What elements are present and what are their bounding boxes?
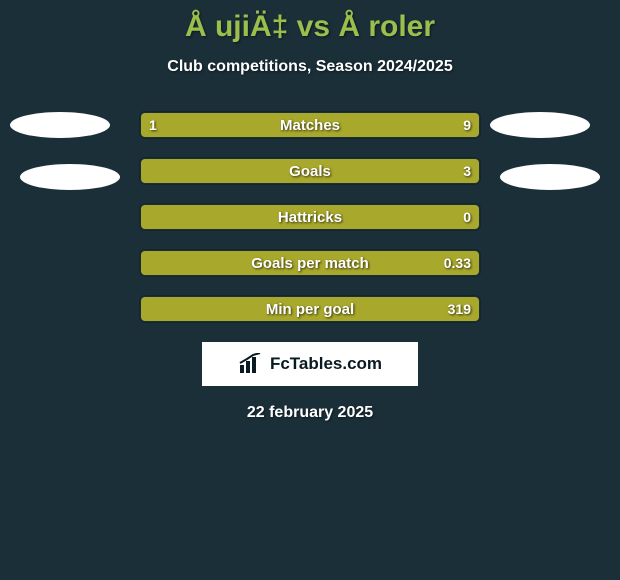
decorative-ellipse <box>20 164 120 190</box>
page-title: Å ujiÄ‡ vs Å roler <box>0 0 620 44</box>
stat-value-right: 0.33 <box>444 251 471 275</box>
stat-label: Hattricks <box>141 205 479 229</box>
stat-row: Matches1 9 <box>140 112 480 138</box>
stat-value-left: 1 <box>149 113 157 137</box>
stat-row: Min per goal319 <box>140 296 480 322</box>
stat-value-right: 9 <box>463 113 471 137</box>
decorative-ellipse <box>490 112 590 138</box>
stat-row: Goals3 <box>140 158 480 184</box>
barchart-icon <box>238 353 264 375</box>
logo-box: FcTables.com <box>202 342 418 386</box>
stat-value-right: 0 <box>463 205 471 229</box>
chart-area: Matches1 9 Goals3 Hattricks0 Goals per match… <box>0 112 620 322</box>
decorative-ellipse <box>500 164 600 190</box>
stat-row: Goals per match0.33 <box>140 250 480 276</box>
stat-row: Hattricks0 <box>140 204 480 230</box>
logo[interactable]: FcTables.com <box>238 353 382 375</box>
stat-label: Goals per match <box>141 251 479 275</box>
stat-label: Goals <box>141 159 479 183</box>
stat-label: Matches <box>141 113 479 137</box>
page-subtitle: Club competitions, Season 2024/2025 <box>0 58 620 76</box>
stat-value-right: 3 <box>463 159 471 183</box>
decorative-ellipse <box>10 112 110 138</box>
stat-value-right: 319 <box>448 297 471 321</box>
stat-label: Min per goal <box>141 297 479 321</box>
date-text: 22 february 2025 <box>0 404 620 422</box>
logo-text: FcTables.com <box>270 354 382 374</box>
